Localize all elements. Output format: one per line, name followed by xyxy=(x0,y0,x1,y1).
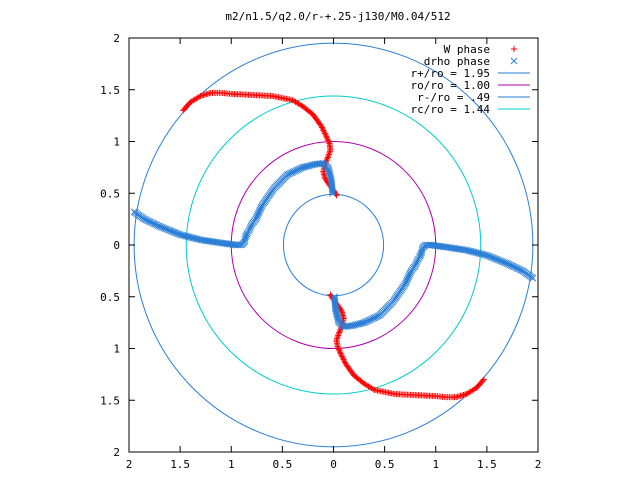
points-layer xyxy=(131,90,536,400)
w-phase-point xyxy=(327,148,333,154)
y-tick-label: 1.5 xyxy=(100,84,120,97)
y-tick-label: 1 xyxy=(113,136,120,149)
w-phase-point xyxy=(327,147,333,153)
y-tick-label: 0 xyxy=(113,239,120,252)
y-tick-label: 1.5 xyxy=(100,394,120,407)
y-tick-label: 1 xyxy=(113,343,120,356)
y-tick-label: 2 xyxy=(113,446,120,459)
x-tick-label: 1.5 xyxy=(477,458,497,471)
polar-phase-chart: m2/n1.5/q2.0/r-+.25-j130/M0.04/512 2 1.5 1… xyxy=(0,0,640,480)
circle-ro xyxy=(231,142,436,349)
y-tick-label: 0.5 xyxy=(100,291,120,304)
legend-swatch xyxy=(511,46,517,52)
x-tick-label: 1 xyxy=(228,458,235,471)
x-tick-label: 2 xyxy=(126,458,133,471)
chart-title: m2/n1.5/q2.0/r-+.25-j130/M0.04/512 xyxy=(225,10,450,23)
x-tick-label: 2 xyxy=(535,458,542,471)
circle-r-minus xyxy=(283,194,383,295)
x-tick-label: 1 xyxy=(432,458,439,471)
y-tick-label: 2 xyxy=(113,32,120,45)
x-tick-label: 0 xyxy=(330,458,337,471)
x-tick-label: 1.5 xyxy=(170,458,190,471)
x-tick-label: 0.5 xyxy=(375,458,395,471)
legend-label: rc/ro = 1.44 xyxy=(411,103,491,116)
y-tick-label: 0.5 xyxy=(100,187,120,200)
x-tick-label: 0.5 xyxy=(272,458,292,471)
legend-swatch xyxy=(511,58,517,64)
